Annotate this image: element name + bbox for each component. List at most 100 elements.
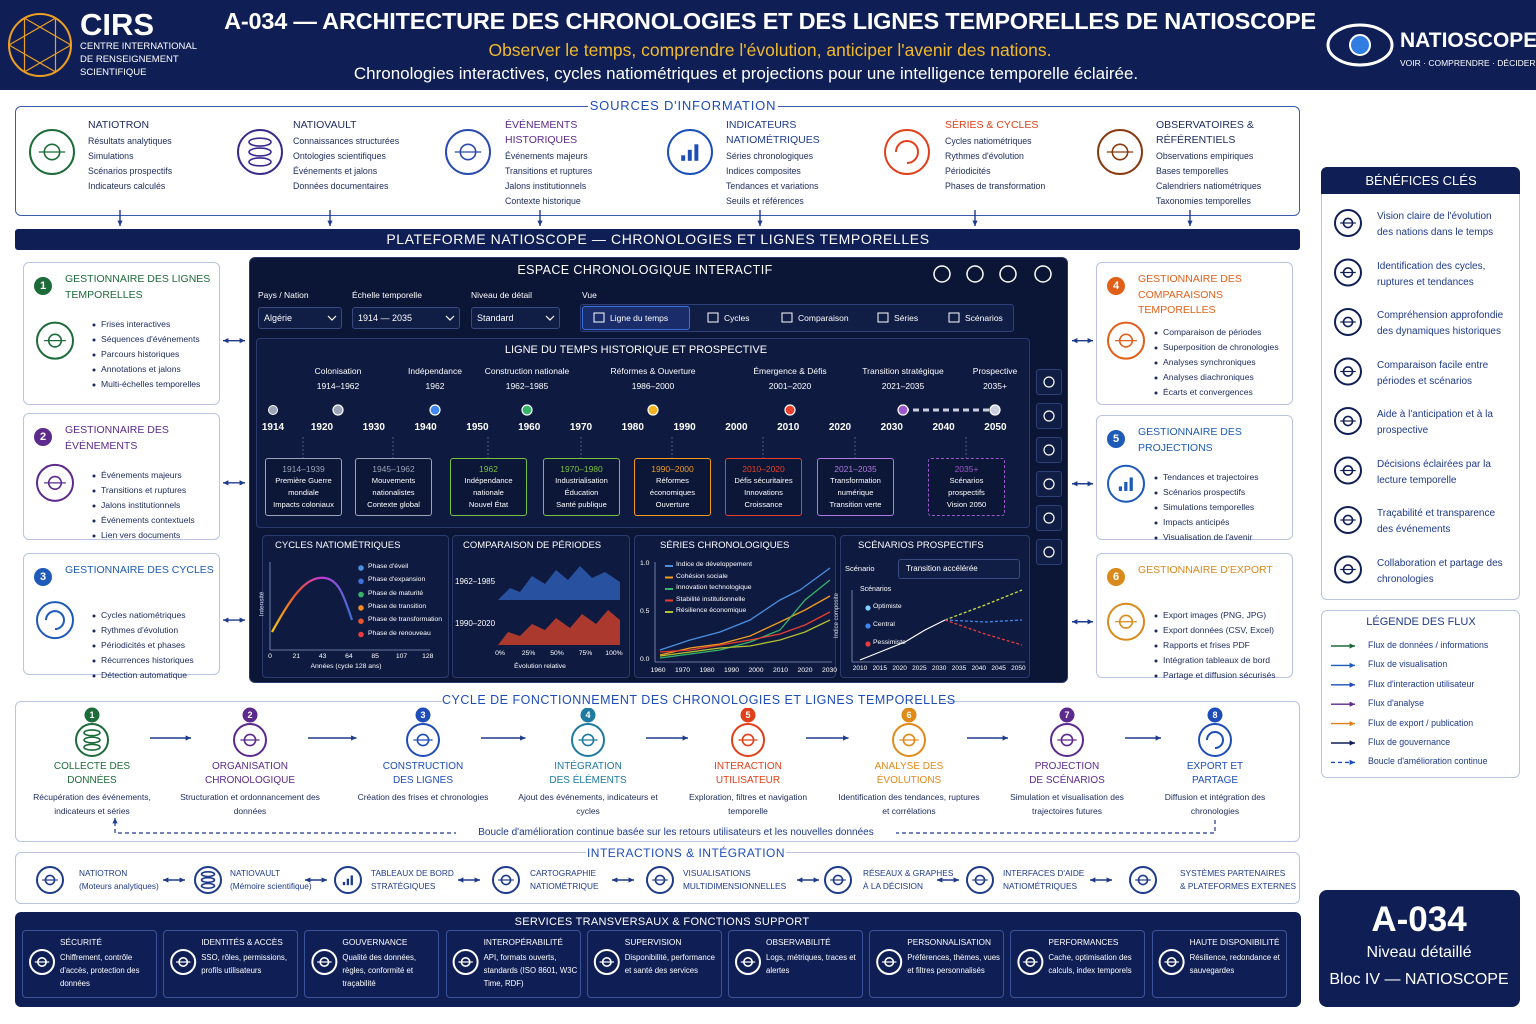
workspace-title: ESPACE CHRONOLOGIQUE INTERACTIF: [517, 263, 773, 277]
source-item: Données documentaires: [293, 181, 389, 191]
event-card-text: 2035+: [954, 464, 979, 474]
section-title: SOURCES D'INFORMATION: [588, 98, 778, 114]
integration-label: STRATÉGIQUES: [371, 881, 436, 891]
integration-label: RÉSEAUX & GRAPHES: [863, 868, 954, 878]
platform-bar: [15, 229, 1300, 250]
event-card-text: numérique: [837, 488, 874, 497]
bullet: [1154, 659, 1158, 663]
year-label: 1980: [621, 422, 644, 433]
integration-label: NATIOMÉTRIQUE: [530, 881, 599, 891]
bullet: [92, 519, 96, 523]
y-tick-label: 1.0: [640, 560, 650, 567]
bullet: [92, 674, 96, 678]
bullet: [92, 474, 96, 478]
services-panel: [15, 912, 1301, 1007]
filter-select[interactable]: [471, 307, 560, 329]
scenario-select[interactable]: [898, 559, 1020, 579]
filter-value[interactable]: Standard: [477, 313, 514, 323]
period-name: Indépendance: [408, 366, 462, 376]
event-card-text: nationalistes: [372, 488, 415, 497]
manager-item: Tendances et trajectoires: [1163, 472, 1259, 482]
integration-label: NATIOVAULT: [230, 868, 281, 878]
x-tick-label: 2040: [971, 665, 987, 672]
y-tick-label: 0.5: [640, 608, 650, 615]
legend-label: Indice de développement: [676, 561, 752, 568]
arrow-head: [223, 480, 229, 486]
icon: [170, 949, 197, 975]
view-tab[interactable]: Comparaison: [798, 313, 849, 323]
timeline-dot: [332, 404, 344, 416]
tab-icon: [781, 312, 793, 323]
tool-button[interactable]: [1036, 471, 1062, 497]
event-card: [634, 458, 711, 516]
step-title: ANALYSE DES: [874, 761, 944, 772]
tool-button[interactable]: [1036, 369, 1062, 395]
period-range: 1986–2000: [631, 381, 675, 391]
arrow-head: [239, 617, 245, 623]
source-item: Événements et jalons: [293, 166, 378, 176]
number-badge: [34, 277, 52, 295]
integration-label: MULTIDIMENSIONNELLES: [683, 881, 787, 891]
logo-subtitle: SCIENTIFIQUE: [80, 67, 147, 78]
bullet: [92, 353, 96, 357]
tool-button[interactable]: [1036, 403, 1062, 429]
panel-title: CYCLES NATIOMÉTRIQUES: [275, 540, 401, 551]
year-label: 2020: [828, 422, 852, 433]
tab-active[interactable]: [582, 306, 690, 330]
filter-select[interactable]: [258, 307, 342, 329]
manager-title: GESTIONNAIRE DES: [65, 424, 169, 436]
legend-label: Cohésion sociale: [676, 572, 728, 580]
tool-button[interactable]: [1036, 437, 1062, 463]
loop-text: Boucle d'amélioration continue basée sur…: [456, 827, 896, 839]
arrow-head: [843, 735, 849, 741]
legend-title: Scénarios: [860, 586, 892, 593]
axis-label: Évolution relative: [514, 663, 566, 670]
source-item: Périodicités: [945, 166, 991, 176]
arrow-head: [953, 877, 959, 883]
page-title: A-034 — ARCHITECTURE DES CHRONOLOGIES ET…: [224, 8, 1316, 34]
view-tab[interactable]: Ligne du temps: [610, 313, 669, 323]
series-line: [659, 619, 831, 657]
arrow-head: [1349, 643, 1355, 649]
icon: [1334, 555, 1362, 584]
axis-label: Intensité: [258, 591, 266, 617]
select-value[interactable]: Transition accélérée: [906, 564, 978, 573]
legend-panel: [1321, 610, 1520, 778]
x-tick-label: 2020: [892, 665, 907, 672]
x-tick-label: 2045: [991, 665, 1006, 672]
event-card: [725, 458, 802, 516]
filter-value[interactable]: 1914 — 2035: [358, 313, 413, 323]
year-label: 1940: [414, 422, 437, 433]
filter-value[interactable]: Algérie: [264, 313, 293, 323]
view-tab[interactable]: Cycles: [724, 313, 750, 323]
number-label: 8: [1212, 710, 1218, 720]
x-tick-label: 50%: [550, 650, 564, 657]
x-tick-label: 1980: [699, 667, 715, 674]
tool-button[interactable]: [1036, 505, 1062, 531]
x-tick-label: 0: [268, 653, 272, 660]
tool-button[interactable]: [1036, 539, 1062, 565]
year-label: 1950: [466, 422, 489, 433]
arrow-head: [612, 877, 618, 883]
integration-label: À LA DÉCISION: [863, 881, 923, 891]
source-title: ÉVÉNEMENTS: [505, 119, 578, 131]
source-item: Indices composites: [726, 166, 801, 176]
number-label: 1: [39, 280, 47, 292]
tool-icon: [1043, 444, 1055, 456]
number-label: 2: [39, 431, 47, 443]
view-tab[interactable]: Séries: [894, 313, 919, 323]
filter-select[interactable]: [352, 307, 460, 329]
service-title: INTEROPÉRABILITÉ: [483, 937, 563, 947]
icon: [194, 866, 222, 894]
icon: [646, 866, 674, 894]
x-tick-label: 2010: [772, 667, 789, 674]
panel-title: SCÉNARIOS PROSPECTIFS: [858, 540, 984, 551]
brand-eye: [1326, 23, 1394, 67]
series-line: [659, 567, 831, 651]
service-title: IDENTITÉS & ACCÈS: [201, 937, 283, 947]
event-card-text: 1962: [479, 464, 498, 474]
arrow-head: [112, 818, 118, 824]
legend-label: Central: [873, 621, 895, 628]
timeline-dot: [268, 405, 278, 415]
view-tab[interactable]: Scénarios: [965, 313, 1003, 323]
